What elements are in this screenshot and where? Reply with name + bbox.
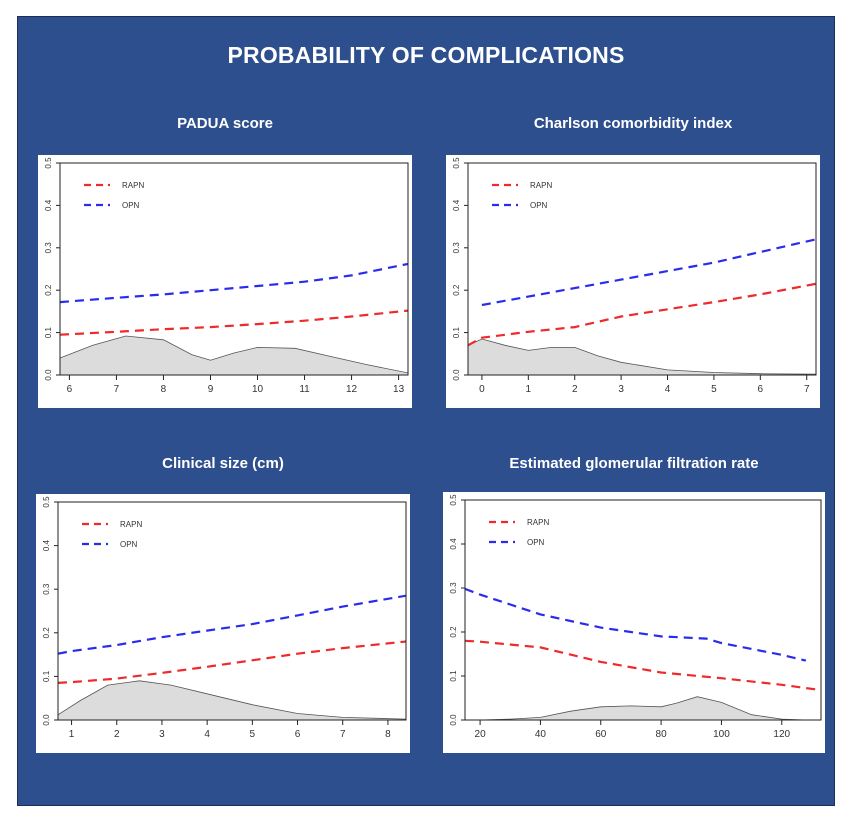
charlson-y-tick-label: 0.4 [452, 199, 461, 211]
clinical-size-y-tick-label: 0.3 [42, 583, 51, 595]
clinical-size-y-tick-label: 0.2 [42, 627, 51, 639]
clinical-size-legend-label-opn: OPN [120, 540, 138, 549]
egfr-x-tick-label: 20 [475, 729, 487, 740]
padua-y-tick-label: 0.0 [44, 369, 53, 381]
charlson-y-tick-label: 0.0 [452, 369, 461, 381]
clinical-size-legend-label-rapn: RAPN [120, 520, 142, 529]
padua-legend-label-rapn: RAPN [122, 181, 144, 190]
egfr-plot-frame [464, 499, 822, 721]
clinical-size-x-tick-label: 3 [159, 729, 165, 740]
charlson-x-tick-label: 3 [618, 384, 624, 395]
egfr-x-tick-label: 60 [595, 729, 607, 740]
panel-title-clinical-size: Clinical size (cm) [162, 455, 284, 472]
padua-density-area [59, 335, 409, 376]
plot-padua: 6 7 8 9 10 11 12 13 0.0 0.1 0.2 0.3 0.4 0.5 RAPN OPN [38, 155, 412, 408]
charlson-x-tick-label: 5 [711, 384, 717, 395]
padua-x-tick-label: 7 [114, 384, 120, 395]
charlson-plot-frame [467, 162, 817, 376]
egfr-y-tick-label: 0.5 [449, 494, 458, 506]
charlson-chart-svg: 0 1 2 3 4 5 6 7 0.0 0.1 0.2 0.3 0.4 0.5 RAPN OPN [452, 157, 817, 395]
padua-y-tick-label: 0.2 [44, 284, 53, 296]
charlson-x-tick-label: 1 [526, 384, 532, 395]
padua-x-tick-label: 13 [393, 384, 405, 395]
egfr-legend-label-opn: OPN [527, 538, 545, 547]
charlson-y-tick-label: 0.1 [452, 326, 461, 338]
charlson-legend-label-opn: OPN [530, 201, 548, 210]
padua-y-tick-label: 0.4 [44, 199, 53, 211]
clinical-size-density-area [57, 680, 407, 721]
padua-rapn-line [59, 309, 409, 336]
padua-chart-svg: 6 7 8 9 10 11 12 13 0.0 0.1 0.2 0.3 0.4 0.5 RAPN OPN [44, 157, 409, 395]
clinical-size-y-tick-label: 0.4 [42, 539, 51, 551]
charlson-density-area [467, 338, 817, 376]
padua-plot-frame [59, 162, 409, 376]
clinical-size-x-tick-label: 8 [385, 729, 391, 740]
clinical-size-x-tick-label: 4 [204, 729, 210, 740]
charlson-x-tick-label: 0 [479, 384, 485, 395]
clinical-size-x-tick-label: 2 [114, 729, 120, 740]
padua-x-tick-label: 9 [208, 384, 214, 395]
charlson-y-tick-label: 0.3 [452, 242, 461, 254]
padua-y-tick-label: 0.5 [44, 157, 53, 169]
egfr-x-tick-label: 120 [773, 729, 790, 740]
clinical-size-chart-svg: 1 2 3 4 5 6 7 8 0.0 0.1 0.2 0.3 0.4 0.5 RAPN OPN [42, 496, 407, 740]
padua-x-tick-label: 12 [346, 384, 358, 395]
egfr-density-area [480, 696, 806, 721]
charlson-legend-label-rapn: RAPN [530, 181, 552, 190]
panel-title-padua: PADUA score [177, 115, 273, 132]
egfr-legend-label-rapn: RAPN [527, 518, 549, 527]
padua-x-tick-label: 8 [161, 384, 167, 395]
clinical-size-y-tick-label: 0.1 [42, 670, 51, 682]
clinical-size-rapn-line [57, 640, 407, 684]
charlson-y-tick-label: 0.2 [452, 284, 461, 296]
clinical-size-x-tick-label: 1 [69, 729, 75, 740]
plot-charlson: 0 1 2 3 4 5 6 7 0.0 0.1 0.2 0.3 0.4 0.5 RAPN OPN [446, 155, 820, 408]
egfr-x-tick-label: 80 [656, 729, 668, 740]
clinical-size-x-tick-label: 7 [340, 729, 346, 740]
padua-x-tick-label: 10 [252, 384, 264, 395]
padua-x-tick-label: 11 [299, 384, 310, 395]
charlson-x-tick-label: 7 [804, 384, 810, 395]
charlson-rapn-line [467, 282, 817, 347]
egfr-chart-svg: 20 40 60 80 100 120 0.0 0.1 0.2 0.3 0.4 0.5 RAPN OPN [449, 494, 822, 740]
egfr-y-tick-label: 0.3 [449, 582, 458, 594]
padua-legend-label-opn: OPN [122, 201, 140, 210]
padua-x-tick-label: 6 [67, 384, 73, 395]
figure-title: PROBABILITY OF COMPLICATIONS [227, 42, 625, 68]
clinical-size-y-tick-label: 0.5 [42, 496, 51, 508]
padua-y-tick-label: 0.3 [44, 242, 53, 254]
clinical-size-x-tick-label: 6 [295, 729, 301, 740]
charlson-x-tick-label: 4 [665, 384, 671, 395]
egfr-rapn-line [464, 639, 822, 692]
egfr-opn-line [464, 587, 807, 662]
plot-egfr: 20 40 60 80 100 120 0.0 0.1 0.2 0.3 0.4 0.5 RAPN OPN [443, 492, 825, 753]
panel-title-egfr: Estimated glomerular filtration rate [509, 455, 759, 472]
padua-y-tick-label: 0.1 [44, 326, 53, 338]
plot-clinical-size: 1 2 3 4 5 6 7 8 0.0 0.1 0.2 0.3 0.4 0.5 RAPN OPN [36, 494, 410, 753]
egfr-y-tick-label: 0.4 [449, 538, 458, 550]
clinical-size-plot-frame [57, 501, 407, 721]
charlson-opn-line [481, 238, 817, 307]
clinical-size-x-tick-label: 5 [250, 729, 256, 740]
egfr-y-tick-label: 0.1 [449, 670, 458, 682]
charlson-x-tick-label: 2 [572, 384, 578, 395]
egfr-y-tick-label: 0.0 [449, 714, 458, 726]
charlson-x-tick-label: 6 [758, 384, 764, 395]
clinical-size-y-tick-label: 0.0 [42, 714, 51, 726]
egfr-x-tick-label: 100 [713, 729, 730, 740]
egfr-y-tick-label: 0.2 [449, 626, 458, 638]
egfr-x-tick-label: 40 [535, 729, 547, 740]
padua-opn-line [59, 262, 409, 304]
charlson-y-tick-label: 0.5 [452, 157, 461, 169]
clinical-size-opn-line [57, 594, 407, 655]
panel-title-charlson: Charlson comorbidity index [533, 115, 733, 132]
